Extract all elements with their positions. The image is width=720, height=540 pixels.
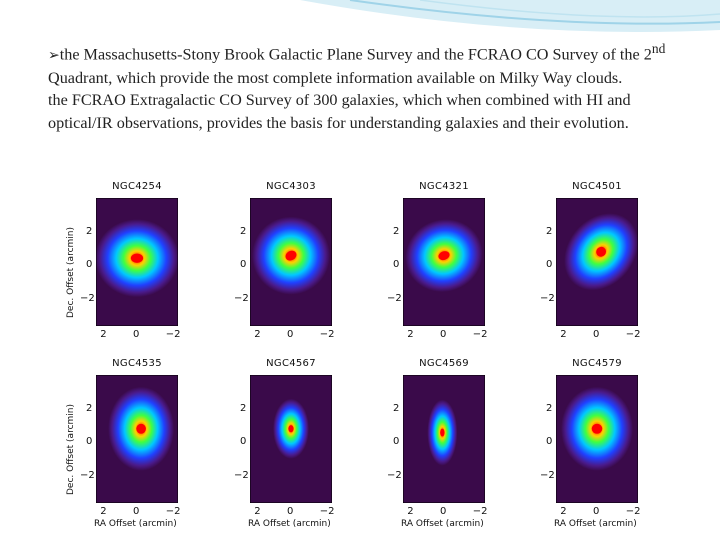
y-tick-label: −2 xyxy=(234,470,249,482)
x-tick-label: 0 xyxy=(133,329,140,340)
y-tick-label: 0 xyxy=(546,435,553,447)
galaxy-co-maps-figure: NGC4254 2 0 −2 2 0 −2 Dec. Offset (arcmin) NGC43… xyxy=(60,175,700,535)
panel-title-ngc4535: NGC4535 xyxy=(112,358,162,369)
panel-title-ngc4303: NGC4303 xyxy=(266,181,316,192)
paragraph-1-text-a: the Massachusetts-Stony Brook Galactic P… xyxy=(59,45,652,64)
co-map-ngc4535 xyxy=(96,375,178,503)
x-tick-label: 0 xyxy=(287,506,294,517)
x-tick-label: 0 xyxy=(440,329,447,340)
x-tick-label: 0 xyxy=(133,506,140,517)
co-map-ngc4321 xyxy=(403,198,485,326)
x-tick-label: 0 xyxy=(440,506,447,517)
y-tick-label: 2 xyxy=(546,402,553,414)
x-tick-label: −2 xyxy=(165,329,181,340)
x-axis-label: RA Offset (arcmin) xyxy=(401,519,484,529)
panel-title-ngc4567: NGC4567 xyxy=(266,358,316,369)
y-tick-label: 0 xyxy=(546,258,553,270)
co-map-ngc4303 xyxy=(250,198,332,326)
x-tick-label: 2 xyxy=(254,506,261,517)
x-tick-label: −2 xyxy=(319,506,335,517)
x-tick-label: −2 xyxy=(165,506,181,517)
co-map-ngc4254 xyxy=(96,198,178,326)
panel-title-ngc4254: NGC4254 xyxy=(112,181,162,192)
y-tick-label: −2 xyxy=(234,293,249,305)
co-map-ngc4501 xyxy=(556,198,638,326)
x-tick-label: −2 xyxy=(625,329,641,340)
y-tick-label: −2 xyxy=(80,293,95,305)
y-axis-label: Dec. Offset (arcmin) xyxy=(66,227,76,318)
y-tick-label: −2 xyxy=(80,470,95,482)
panel-title-ngc4321: NGC4321 xyxy=(419,181,469,192)
paragraph-2: the FCRAO Extragalactic CO Survey of 300… xyxy=(48,91,631,132)
x-tick-label: 2 xyxy=(100,329,107,340)
y-tick-label: 2 xyxy=(86,402,93,414)
y-tick-label: −2 xyxy=(540,470,555,482)
y-tick-label: 0 xyxy=(86,435,93,447)
y-tick-label: 0 xyxy=(86,258,93,270)
y-tick-label: −2 xyxy=(387,293,402,305)
x-tick-label: 2 xyxy=(407,329,414,340)
y-tick-label: 2 xyxy=(240,225,247,237)
x-axis-label: RA Offset (arcmin) xyxy=(94,519,177,529)
x-tick-label: 0 xyxy=(593,506,600,517)
y-tick-label: 0 xyxy=(240,435,247,447)
x-tick-label: −2 xyxy=(472,506,488,517)
y-tick-label: 0 xyxy=(240,258,247,270)
x-axis-label: RA Offset (arcmin) xyxy=(554,519,637,529)
x-tick-label: 2 xyxy=(560,506,567,517)
paragraph-1-text-b: Quadrant, which provide the most complet… xyxy=(48,68,623,87)
x-axis-label: RA Offset (arcmin) xyxy=(248,519,331,529)
x-tick-label: 2 xyxy=(407,506,414,517)
panel-title-ngc4579: NGC4579 xyxy=(572,358,622,369)
x-tick-label: −2 xyxy=(625,506,641,517)
paragraph-1-superscript: nd xyxy=(651,41,666,56)
y-tick-label: −2 xyxy=(540,293,555,305)
y-tick-label: 2 xyxy=(393,402,400,414)
panel-title-ngc4569: NGC4569 xyxy=(419,358,469,369)
y-tick-label: 2 xyxy=(240,402,247,414)
y-tick-label: −2 xyxy=(387,470,402,482)
y-tick-label: 0 xyxy=(393,435,400,447)
x-tick-label: −2 xyxy=(319,329,335,340)
x-tick-label: 2 xyxy=(560,329,567,340)
panel-title-ngc4501: NGC4501 xyxy=(572,181,622,192)
co-map-ngc4569 xyxy=(403,375,485,503)
x-tick-label: 2 xyxy=(100,506,107,517)
x-tick-label: 0 xyxy=(287,329,294,340)
co-map-ngc4567 xyxy=(250,375,332,503)
slide-text: ➢the Massachusetts-Stony Brook Galactic … xyxy=(48,38,698,134)
y-axis-label: Dec. Offset (arcmin) xyxy=(66,404,76,495)
paragraph-1: ➢the Massachusetts-Stony Brook Galactic … xyxy=(48,38,698,89)
y-tick-label: 0 xyxy=(393,258,400,270)
x-tick-label: 2 xyxy=(254,329,261,340)
co-map-ngc4579 xyxy=(556,375,638,503)
arrow-bullet-icon: ➢ xyxy=(48,47,60,64)
x-tick-label: −2 xyxy=(472,329,488,340)
y-tick-label: 2 xyxy=(86,225,93,237)
header-swoosh-decoration xyxy=(300,0,720,32)
x-tick-label: 0 xyxy=(593,329,600,340)
y-tick-label: 2 xyxy=(546,225,553,237)
y-tick-label: 2 xyxy=(393,225,400,237)
